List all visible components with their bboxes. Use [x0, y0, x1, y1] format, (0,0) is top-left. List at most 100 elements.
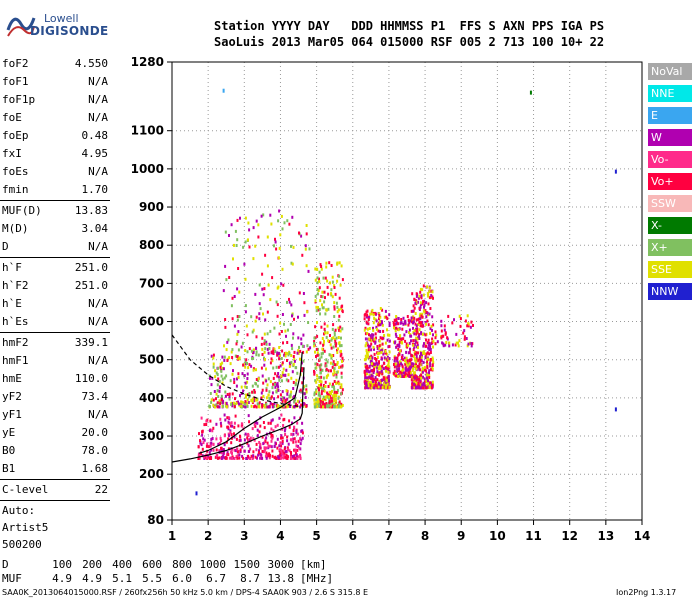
echo-point: [226, 425, 229, 429]
echo-point: [258, 401, 261, 405]
echo-point: [366, 381, 369, 385]
echo-point: [464, 319, 467, 323]
echo-point: [212, 356, 215, 360]
echo-point: [387, 357, 390, 361]
muf_row-value: 6.0: [172, 572, 192, 585]
echo-point: [292, 440, 295, 444]
echo-point: [283, 447, 286, 451]
echo-point: [280, 214, 283, 218]
y-tick-label: 300: [139, 429, 164, 443]
muf_row-value: 5.1: [112, 572, 132, 585]
echo-point: [288, 361, 291, 365]
echo-point: [224, 264, 227, 268]
echo-point: [297, 351, 300, 355]
echo-point: [232, 257, 234, 261]
echo-point: [314, 294, 317, 298]
echo-point: [327, 307, 330, 311]
echo-point: [379, 323, 382, 327]
echo-point: [406, 345, 409, 349]
echo-point: [435, 333, 438, 337]
echo-point: [451, 321, 454, 325]
echo-point: [417, 385, 420, 389]
echo-point: [267, 421, 270, 425]
echo-point: [254, 424, 257, 428]
echo-point: [301, 344, 304, 348]
distance_row-value: 1000: [199, 558, 227, 571]
echo-point: [416, 341, 419, 345]
echo-point: [372, 371, 375, 374]
echo-point: [267, 351, 270, 355]
echo-point: [382, 329, 385, 333]
echo-point: [387, 345, 390, 349]
echo-point: [276, 423, 279, 427]
echo-point: [333, 404, 336, 408]
echo-point: [374, 332, 377, 336]
echo-point: [255, 398, 258, 402]
echo-point: [202, 441, 205, 445]
echo-point: [260, 391, 263, 395]
param-value: 4.95: [81, 147, 109, 160]
echo-point: [364, 337, 367, 341]
distance_row-value: 600: [142, 558, 162, 571]
echo-point: [298, 231, 300, 235]
echo-point: [324, 312, 327, 316]
echo-point: [426, 319, 429, 323]
echo-point: [320, 363, 323, 367]
x-tick-label: 10: [489, 529, 506, 543]
echo-point: [400, 371, 403, 375]
echo-point: [257, 453, 260, 457]
param-name: B1: [2, 462, 16, 475]
echo-point: [422, 375, 424, 379]
echo-point: [417, 377, 420, 381]
echo-point: [383, 382, 386, 386]
param-hes: h`Es N/A: [2, 313, 108, 331]
echo-point: [259, 456, 262, 460]
echo-point: [400, 340, 403, 344]
echo-point: [371, 377, 374, 381]
echo-point: [218, 389, 221, 393]
echo-point: [383, 361, 386, 365]
echo-point: [440, 336, 443, 340]
echo-point: [318, 277, 320, 281]
echo-point: [396, 358, 399, 362]
echo-point: [378, 339, 381, 343]
echo-point: [415, 381, 418, 385]
echo-point: [292, 429, 295, 432]
echo-point: [274, 240, 277, 244]
echo-point: [402, 375, 405, 378]
muf_row-value: 13.8: [267, 572, 295, 585]
echo-point: [284, 373, 287, 377]
echo-point: [385, 384, 388, 388]
echo-point: [420, 351, 422, 355]
echo-point: [330, 392, 332, 396]
param-value: 78.0: [81, 444, 109, 457]
logo-line1: Lowell: [44, 12, 79, 25]
echo-point: [370, 377, 373, 380]
echo-point: [386, 333, 389, 337]
echo-point: [277, 365, 280, 369]
echo-point: [251, 390, 254, 394]
echo-point: [276, 303, 279, 307]
axis-ticks: 1 2 3 4 5 6 7 8 9 10 11 12 13 14802003004005006007008…: [131, 55, 651, 543]
echo-point: [371, 336, 374, 340]
echo-point: [432, 323, 435, 327]
echo-point: [434, 342, 437, 346]
echo-point: [314, 350, 316, 354]
echo-point: [255, 315, 258, 319]
echo-point: [431, 358, 434, 362]
echo-point: [284, 455, 287, 459]
echo-point: [412, 375, 415, 379]
echo-point: [393, 356, 396, 360]
echo-point: [209, 457, 211, 460]
echo-point: [235, 342, 238, 346]
echo-point: [334, 339, 337, 343]
echo-point: [296, 399, 299, 403]
echo-point: [463, 335, 466, 339]
echo-point: [210, 383, 213, 387]
echo-point: [203, 423, 206, 427]
echo-point: [375, 364, 378, 368]
y-tick-label: 800: [139, 238, 164, 252]
echo-point: [334, 399, 337, 403]
echo-point: [301, 421, 304, 425]
echo-point: [252, 368, 255, 372]
